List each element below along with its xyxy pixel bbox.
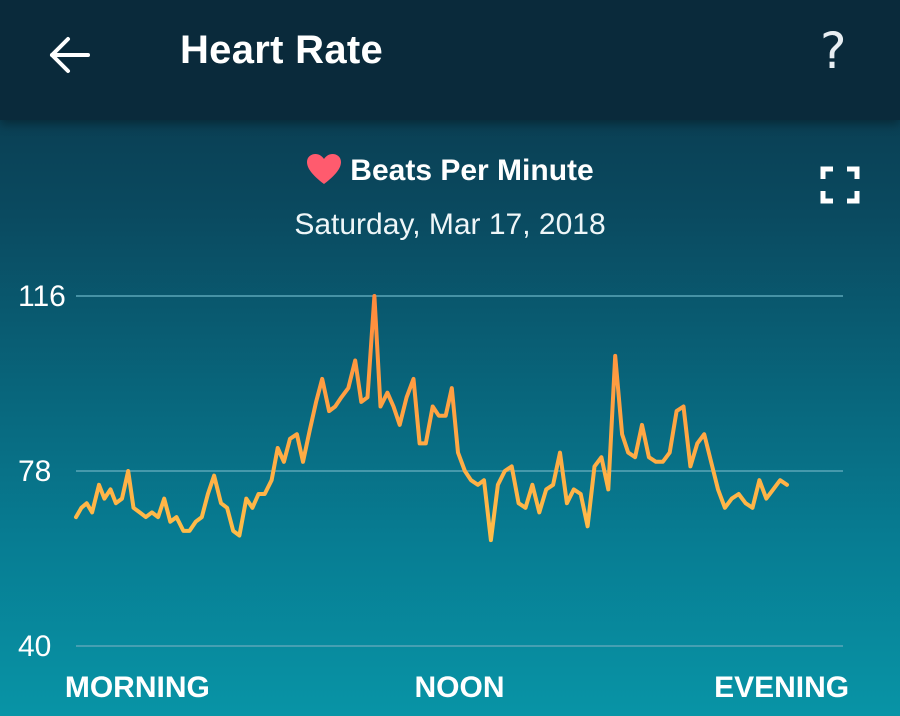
heart-icon bbox=[307, 154, 342, 185]
x-tick-label: NOON bbox=[415, 671, 505, 704]
x-tick-label: MORNING bbox=[65, 671, 210, 704]
fullscreen-icon[interactable] bbox=[820, 166, 860, 204]
y-tick-label: 40 bbox=[18, 630, 51, 663]
y-tick-label: 78 bbox=[18, 455, 51, 488]
x-tick-label: EVENING bbox=[714, 671, 849, 704]
page-title: Heart Rate bbox=[180, 28, 384, 72]
chart-date: Saturday, Mar 17, 2018 bbox=[294, 208, 606, 241]
chart-metric-label: Beats Per Minute bbox=[0, 154, 900, 188]
arrow-left-icon[interactable] bbox=[46, 32, 92, 78]
heart-rate-line bbox=[74, 294, 789, 543]
y-tick-label: 116 bbox=[18, 280, 66, 313]
question-mark-icon[interactable]: ? bbox=[820, 22, 847, 80]
metric-label-text: Beats Per Minute bbox=[350, 154, 594, 187]
app-header: Heart Rate ? bbox=[0, 0, 900, 120]
